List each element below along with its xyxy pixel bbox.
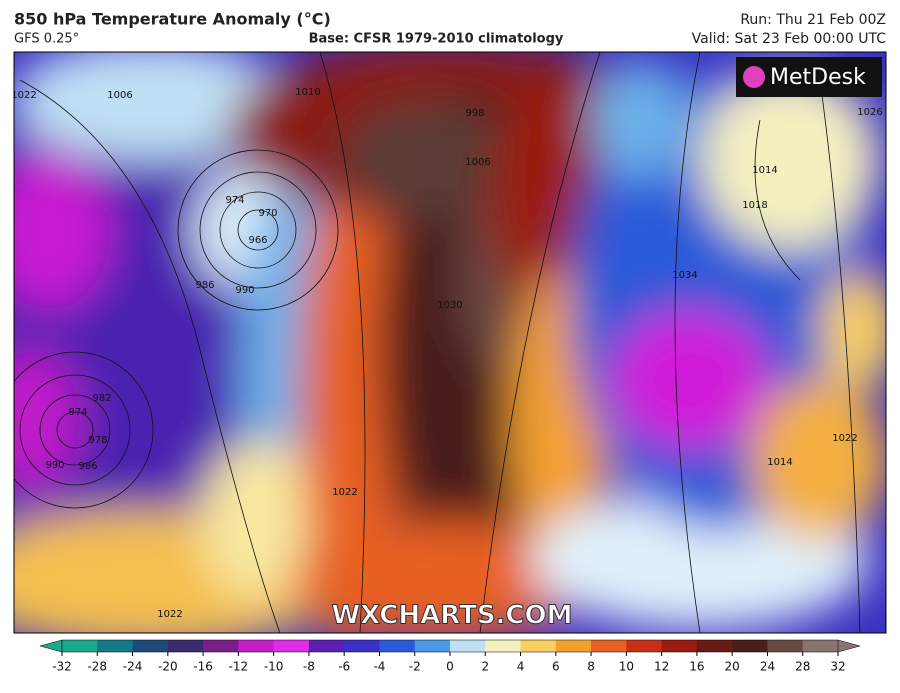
colorbar-bin xyxy=(238,640,275,652)
colorbar-tick-label: 8 xyxy=(587,660,595,674)
run: Run: Thu 21 Feb 00Z xyxy=(740,12,886,28)
isobar-label: 974 xyxy=(68,407,87,418)
colorbar-bin xyxy=(132,640,169,652)
colorbar-bin xyxy=(696,640,733,652)
colorbar-tick-label: -12 xyxy=(229,660,249,674)
colorbar-tick-label: 2 xyxy=(481,660,489,674)
colorbar-tick-label: 6 xyxy=(552,660,560,674)
isobar-label: 998 xyxy=(465,108,484,119)
colorbar-tick-label: 4 xyxy=(517,660,525,674)
isobar-label: 1014 xyxy=(767,457,792,468)
colorbar: -32 -28 -24 -20 -16 -12 -10 -8 -6 -4 -2 0 2 4 6 8 10 12 16… xyxy=(39,639,861,674)
isobar-label: 1022 xyxy=(332,487,357,498)
isobar-label: 970 xyxy=(258,208,277,219)
colorbar-tick-label: -28 xyxy=(87,660,107,674)
colorbar-tick-label: -20 xyxy=(158,660,178,674)
colorbar-end xyxy=(39,639,63,653)
map-area: 1022 1006 1010 998 1006 970 974 966 990 986 974 982… xyxy=(11,52,886,633)
isobar-label: 1022 xyxy=(157,609,182,620)
isobar-label: 1006 xyxy=(465,157,490,168)
map-frame xyxy=(13,51,887,634)
isobar-label: 1014 xyxy=(752,165,777,176)
watermark: WXCHARTS.COM xyxy=(331,601,572,631)
colorbar-tick-label: -24 xyxy=(123,660,143,674)
colorbar-tick-label: 32 xyxy=(830,660,845,674)
colorbar-bin xyxy=(414,640,451,652)
colorbar-bin xyxy=(661,640,698,652)
colorbar-bin xyxy=(308,640,345,652)
colorbar-bin xyxy=(767,640,804,652)
base: Base: CFSR 1979-2010 climatology xyxy=(309,32,564,47)
colorbar-bin xyxy=(97,640,134,652)
isobar-label: 986 xyxy=(195,280,214,291)
colorbar-bin xyxy=(555,640,592,652)
isobar-label: 1022 xyxy=(832,433,857,444)
colorbar-tick-label: 24 xyxy=(760,660,775,674)
isobar-label: 974 xyxy=(225,195,244,206)
logo-icon xyxy=(743,66,765,88)
isobar-label: 990 xyxy=(235,285,254,296)
colorbar-tick-label: -6 xyxy=(338,660,350,674)
colorbar-bin xyxy=(203,640,239,652)
isobar-label: 1030 xyxy=(437,300,462,311)
isobar-label: 982 xyxy=(92,393,111,404)
colorbar-bin xyxy=(485,640,522,652)
colorbar-bin xyxy=(591,640,627,652)
isobar-label: 1006 xyxy=(107,90,132,101)
colorbar-bin xyxy=(344,640,380,652)
isobar-label: 1022 xyxy=(11,90,36,101)
model: GFS 0.25° xyxy=(14,32,79,47)
temperature-field xyxy=(14,52,886,633)
colorbar-tick-label: 10 xyxy=(619,660,634,674)
colorbar-tick-label: -8 xyxy=(303,660,315,674)
colorbar-bin xyxy=(167,640,204,652)
colorbar-tick-label: 20 xyxy=(725,660,740,674)
colorbar-tick-label: 0 xyxy=(446,660,454,674)
isobar-label-group: 1022 1006 1010 998 1006 970 974 966 990 986 974 982… xyxy=(11,87,883,620)
colorbar-tick-label: 16 xyxy=(689,660,704,674)
isobar-label: 1018 xyxy=(742,200,767,211)
isobar-label: 986 xyxy=(78,461,97,472)
colorbar-tick-label: -4 xyxy=(373,660,385,674)
colorbar-bin xyxy=(626,640,663,652)
colorbar-bin xyxy=(273,640,310,652)
colorbar-bin xyxy=(802,640,839,652)
colorbar-tick-label: 12 xyxy=(654,660,669,674)
isobar-label: 966 xyxy=(248,235,267,246)
colorbar-end xyxy=(837,639,861,653)
colorbar-bin xyxy=(520,640,557,652)
valid: Valid: Sat 23 Feb 00:00 UTC xyxy=(692,31,887,47)
colorbar-bin xyxy=(732,640,768,652)
isobar-label: 1026 xyxy=(857,107,882,118)
isobar-label: 990 xyxy=(45,460,64,471)
isobar-label: 1010 xyxy=(295,87,320,98)
colorbar-tick-label: 28 xyxy=(795,660,810,674)
title: 850 hPa Temperature Anomaly (°C) xyxy=(14,10,331,29)
isobars xyxy=(14,52,861,633)
colorbar-tick-label: -16 xyxy=(193,660,213,674)
colorbar-tick-label: -32 xyxy=(52,660,72,674)
logo-text: MetDesk xyxy=(770,65,866,90)
isobar-label: 1034 xyxy=(672,270,697,281)
colorbar-tick-label: -10 xyxy=(264,660,284,674)
isobar-label: 978 xyxy=(88,435,107,446)
colorbar-bin xyxy=(379,640,416,652)
colorbar-bin xyxy=(450,640,486,652)
colorbar-tick-label: -2 xyxy=(409,660,421,674)
colorbar-bin xyxy=(62,640,98,652)
